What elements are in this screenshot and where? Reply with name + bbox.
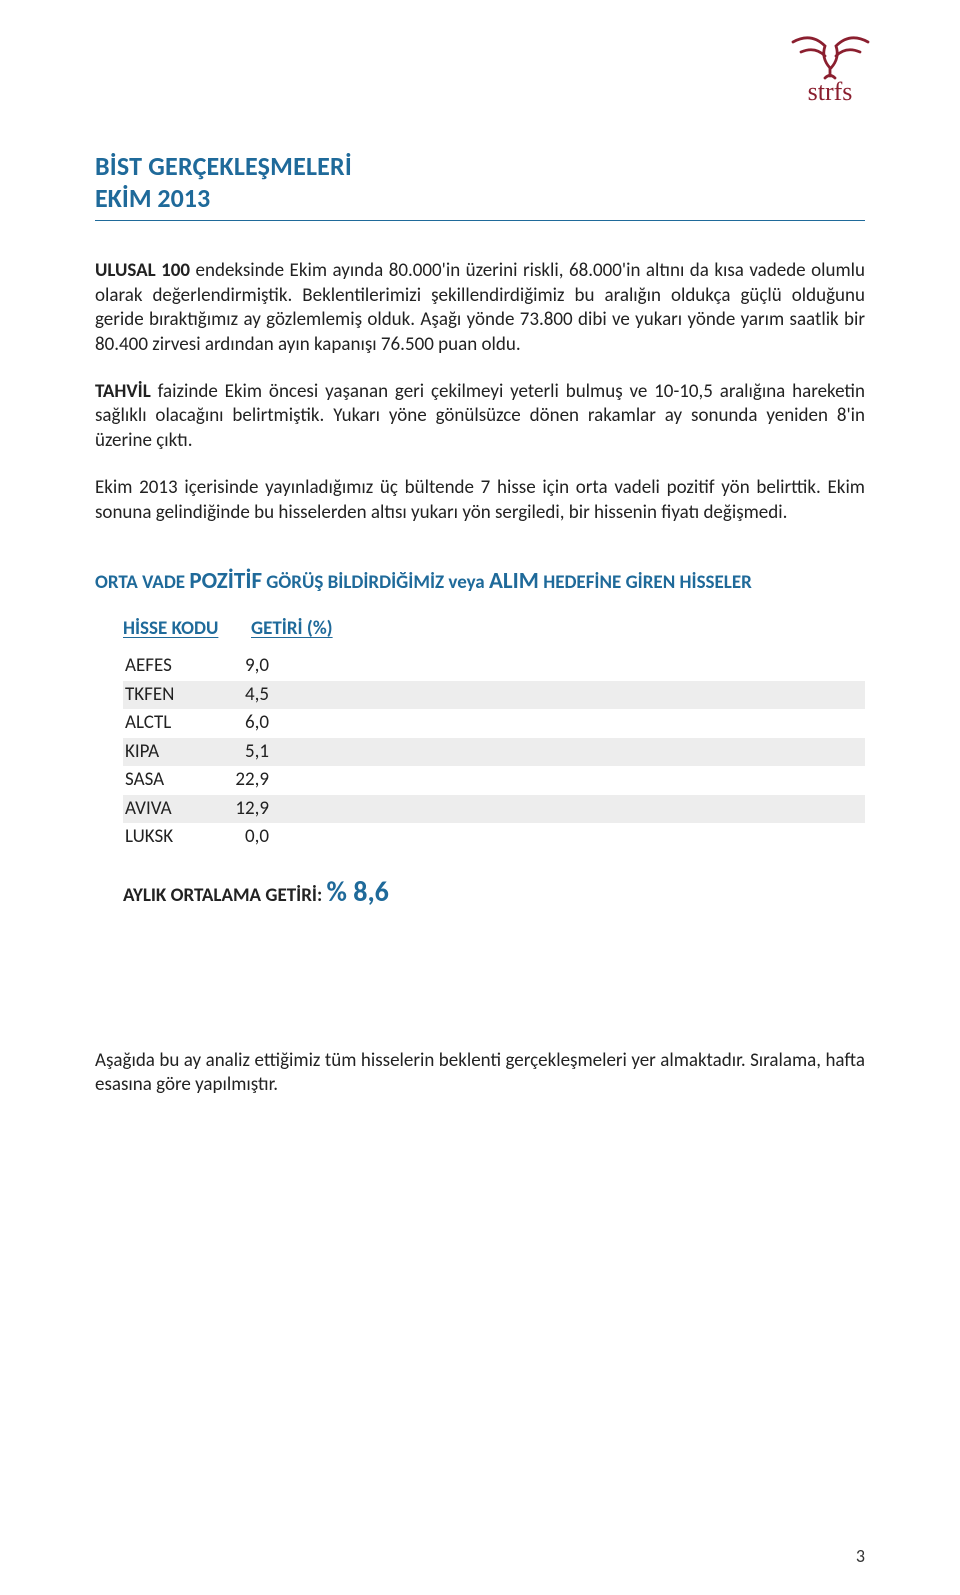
cell-return-value: 5,1 (211, 738, 275, 767)
paragraph-summary: Ekim 2013 içerisinde yayınladığımız üç b… (95, 476, 865, 525)
cell-return-value: 6,0 (211, 709, 275, 738)
table-row: SASA22,9 (123, 766, 865, 795)
table-row: ALCTL6,0 (123, 709, 865, 738)
cell-stock-code: ALCTL (123, 709, 211, 738)
cell-stock-code: SASA (123, 766, 211, 795)
keyword-ulusal100: ULUSAL 100 (95, 259, 190, 282)
brand-name: strfs (775, 77, 885, 107)
keyword-tahvil: TAHVİL (95, 380, 151, 403)
average-label: AYLIK ORTALAMA GETİRİ: (123, 884, 327, 907)
cell-stock-code: AVIVA (123, 795, 211, 824)
col-header-code: HİSSE KODU (123, 617, 233, 640)
cell-return-value: 9,0 (211, 652, 275, 681)
table-row: AEFES9,0 (123, 652, 865, 681)
cell-stock-code: LUKSK (123, 823, 211, 852)
col-header-return: GETİRİ (%) (251, 617, 351, 640)
document-title: BİST GERÇEKLEŞMELERİ EKİM 2013 (95, 150, 865, 214)
cell-return-value: 22,9 (211, 766, 275, 795)
footer-paragraph: Aşağıda bu ay analiz ettiğimiz tüm hisse… (95, 1049, 865, 1098)
keyword-pozitif: POZİTİF (189, 567, 262, 595)
table-row: LUKSK0,0 (123, 823, 865, 852)
phoenix-icon (783, 28, 878, 83)
cell-return-value: 12,9 (211, 795, 275, 824)
average-return-line: AYLIK ORTALAMA GETİRİ: % 8,6 (123, 874, 865, 909)
page-number: 3 (856, 1545, 865, 1567)
returns-table: HİSSE KODU GETİRİ (%) AEFES9,0TKFEN4,5AL… (123, 617, 865, 909)
brand-logo: strfs (775, 28, 885, 107)
average-value: % 8,6 (327, 874, 389, 909)
paragraph-ulusal100: ULUSAL 100 endeksinde Ekim ayında 80.000… (95, 259, 865, 358)
cell-stock-code: AEFES (123, 652, 211, 681)
cell-return-value: 4,5 (211, 681, 275, 710)
title-line-2: EKİM 2013 (95, 182, 865, 214)
table-row: KIPA5,1 (123, 738, 865, 767)
paragraph-tahvil: TAHVİL faizinde Ekim öncesi yaşanan geri… (95, 380, 865, 454)
section-heading-positive: ORTA VADE POZİTİF GÖRÜŞ BİLDİRDİĞİMİZ ve… (95, 567, 865, 595)
table-header-row: HİSSE KODU GETİRİ (%) (123, 617, 865, 640)
table-row: AVIVA12,9 (123, 795, 865, 824)
cell-stock-code: KIPA (123, 738, 211, 767)
table-row: TKFEN4,5 (123, 681, 865, 710)
cell-stock-code: TKFEN (123, 681, 211, 710)
cell-return-value: 0,0 (211, 823, 275, 852)
title-line-1: BİST GERÇEKLEŞMELERİ (95, 150, 865, 182)
keyword-alim: ALIM (489, 567, 539, 595)
title-rule (95, 220, 865, 221)
